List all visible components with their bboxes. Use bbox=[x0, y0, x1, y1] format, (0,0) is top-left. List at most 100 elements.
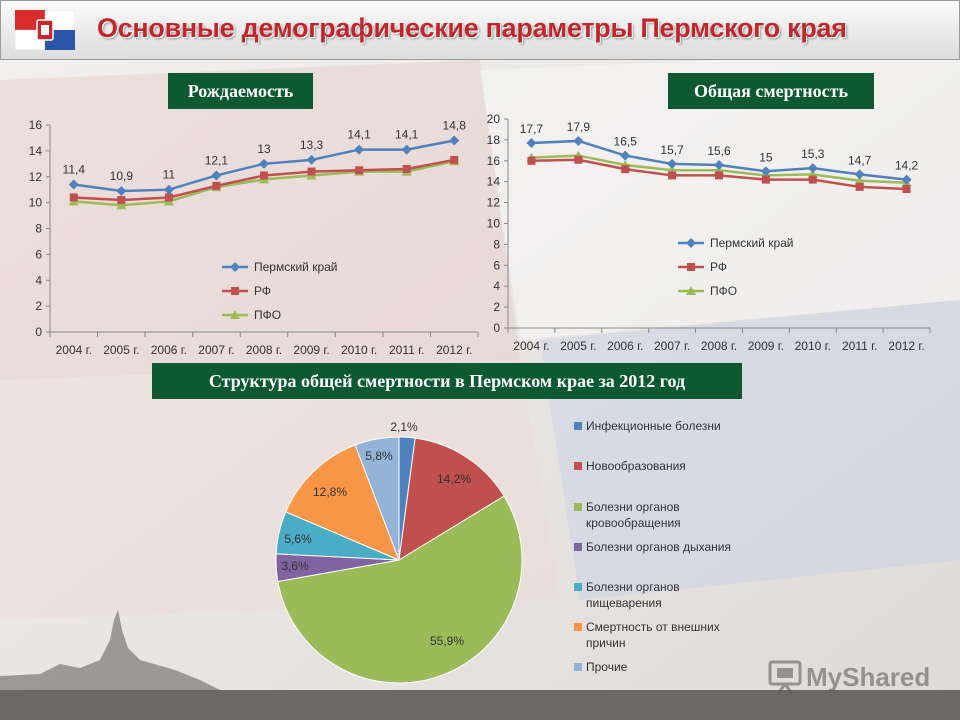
data-point bbox=[526, 138, 537, 149]
data-point bbox=[259, 158, 269, 169]
data-point bbox=[68, 179, 79, 190]
y-tick-label: 8 bbox=[493, 237, 500, 251]
y-tick-label: 4 bbox=[35, 273, 42, 287]
data-point bbox=[163, 184, 174, 195]
data-point bbox=[667, 158, 678, 169]
pie-slice-label: 55,9% bbox=[430, 634, 464, 648]
pie-slice-label: 5,8% bbox=[365, 449, 393, 463]
data-point bbox=[808, 175, 817, 184]
data-point bbox=[854, 169, 865, 180]
y-tick-label: 0 bbox=[35, 325, 42, 339]
watermark-text: MyShared bbox=[806, 662, 930, 692]
x-tick-label: 2008 г. bbox=[246, 343, 282, 357]
data-point bbox=[402, 164, 411, 173]
pie-slice bbox=[398, 437, 505, 561]
x-tick-label: 2009 г. bbox=[748, 339, 784, 353]
data-point bbox=[260, 171, 268, 180]
legend-label-line: Болезни органов bbox=[586, 580, 680, 594]
data-label: 16,5 bbox=[614, 135, 638, 149]
legend-label: РФ bbox=[710, 260, 727, 274]
y-tick-label: 18 bbox=[487, 133, 501, 147]
page-title: Основные демографические параметры Пермс… bbox=[97, 13, 847, 43]
data-point bbox=[69, 193, 78, 202]
perm-flag-icon bbox=[15, 10, 75, 50]
y-tick-label: 14 bbox=[29, 144, 43, 158]
x-tick-label: 2004 г. bbox=[56, 343, 92, 357]
x-tick-label: 2010 г. bbox=[341, 343, 377, 357]
pie-slice bbox=[285, 444, 400, 561]
city-silhouette-icon bbox=[0, 610, 220, 690]
data-label: 15 bbox=[759, 150, 773, 164]
y-tick-label: 16 bbox=[487, 154, 501, 168]
myshared-watermark: MyShared bbox=[768, 660, 930, 695]
legend-marker bbox=[686, 238, 696, 248]
legend-swatch bbox=[574, 583, 582, 591]
y-tick-label: 8 bbox=[35, 222, 42, 236]
legend-label-line: кровообращения bbox=[586, 516, 681, 530]
data-point bbox=[212, 181, 221, 190]
y-tick-label: 6 bbox=[35, 247, 42, 261]
data-point bbox=[760, 166, 771, 177]
data-point bbox=[401, 144, 412, 155]
data-label: 15,6 bbox=[707, 144, 731, 158]
data-point bbox=[116, 185, 127, 196]
pie-slice-label: 2,1% bbox=[390, 420, 418, 434]
data-label: 14,8 bbox=[443, 119, 467, 133]
data-point bbox=[527, 156, 536, 165]
y-tick-label: 12 bbox=[29, 170, 43, 184]
legend-label: ПФО bbox=[710, 284, 737, 298]
legend-swatch bbox=[574, 503, 582, 511]
x-tick-label: 2012 г. bbox=[888, 339, 924, 353]
x-tick-label: 2006 г. bbox=[607, 339, 643, 353]
x-tick-label: 2006 г. bbox=[151, 343, 187, 357]
birth-rate-label: Рождаемость bbox=[168, 73, 313, 109]
y-tick-label: 2 bbox=[35, 299, 42, 313]
mortality-chart: 0 2 4 6 8 10 12 14 16 18 20 2004 г. 2005 г. 2006 г. 20… bbox=[487, 112, 931, 353]
x-tick-label: 2012 г. bbox=[436, 343, 472, 357]
data-point bbox=[574, 155, 583, 164]
presentation-icon bbox=[768, 660, 802, 695]
legend-label-line: причин bbox=[586, 636, 625, 650]
data-label: 13 bbox=[257, 142, 271, 156]
legend-marker bbox=[687, 263, 695, 271]
birth-rate-chart: 0 2 4 6 8 10 12 14 16 2004 г. 2005 г. 2006 г. 2007 г… bbox=[29, 118, 479, 357]
data-label: 14,2 bbox=[895, 159, 919, 173]
data-point bbox=[164, 193, 173, 202]
legend-label: Новообразования bbox=[586, 459, 686, 473]
legend-swatch bbox=[574, 422, 582, 430]
data-label: 11,4 bbox=[63, 163, 86, 177]
y-tick-label: 4 bbox=[493, 279, 500, 293]
legend-marker bbox=[231, 287, 239, 295]
data-point bbox=[355, 166, 364, 175]
legend-label: Прочие bbox=[586, 660, 628, 674]
legend-label-line: Смертность от внешних bbox=[586, 620, 720, 634]
footer-bar bbox=[0, 690, 960, 720]
legend-label-line: Болезни органов bbox=[586, 500, 680, 514]
data-label: 14,1 bbox=[395, 128, 419, 142]
data-point bbox=[901, 174, 912, 185]
legend-label: Пермский край bbox=[254, 260, 338, 274]
legend-label: Болезни органов пищеварения bbox=[586, 580, 680, 610]
pie-slice-label: 3,6% bbox=[281, 559, 309, 573]
data-point bbox=[307, 167, 316, 176]
pie-slice-label: 5,6% bbox=[284, 532, 312, 546]
data-point bbox=[715, 171, 723, 180]
data-point bbox=[714, 159, 724, 170]
x-tick-label: 2005 г. bbox=[560, 339, 596, 353]
y-tick-label: 20 bbox=[487, 112, 501, 126]
data-point bbox=[450, 155, 459, 164]
legend-swatch bbox=[574, 663, 582, 671]
data-point bbox=[117, 196, 126, 205]
data-point bbox=[855, 182, 864, 191]
data-point bbox=[620, 150, 631, 161]
x-tick-label: 2007 г. bbox=[198, 343, 234, 357]
y-tick-label: 6 bbox=[493, 258, 500, 272]
pie-slice bbox=[354, 436, 400, 561]
legend-marker bbox=[230, 310, 240, 319]
data-point bbox=[854, 175, 865, 185]
x-tick-label: 2010 г. bbox=[795, 339, 831, 353]
data-point bbox=[573, 135, 584, 146]
data-point bbox=[354, 144, 365, 155]
x-tick-label: 2011 г. bbox=[389, 343, 424, 357]
legend-marker bbox=[686, 286, 696, 295]
